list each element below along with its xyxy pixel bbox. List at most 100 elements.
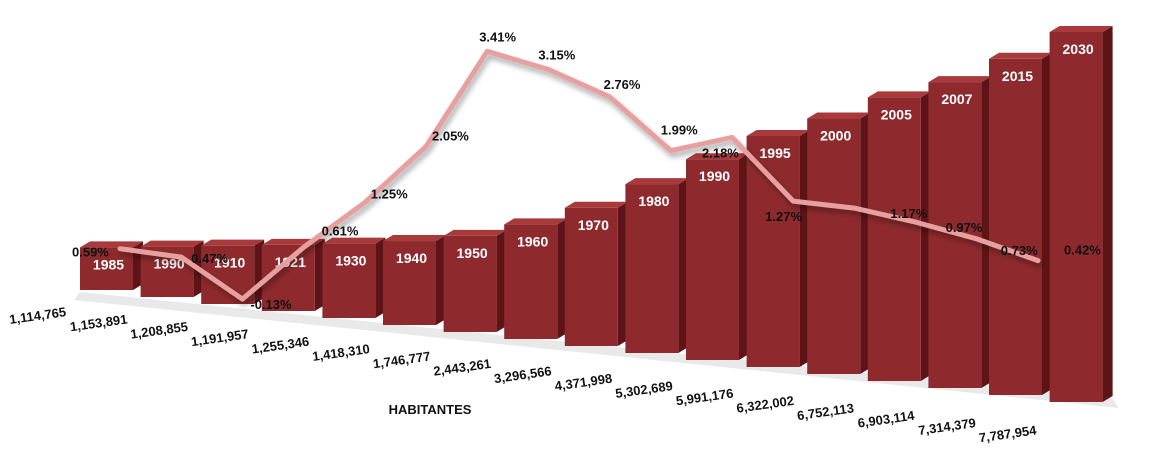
bar-side-face bbox=[739, 153, 749, 360]
bar-front-face bbox=[564, 207, 618, 346]
category-label: 5,302,689 bbox=[614, 378, 673, 401]
bar-year-label: 1950 bbox=[457, 245, 488, 261]
bar-front-face bbox=[80, 247, 133, 290]
bar-top-face bbox=[383, 235, 446, 242]
bar-top-face bbox=[989, 52, 1052, 59]
bar-2000: 2000 bbox=[807, 112, 871, 374]
bar-side-face bbox=[617, 201, 628, 346]
bar-2030: 2030 bbox=[1049, 26, 1113, 402]
bar-year-label: 1985 bbox=[93, 256, 124, 272]
growth-rate-label: 1.25% bbox=[371, 187, 408, 202]
bar-side-face bbox=[799, 130, 810, 367]
growth-rate-label: 0.59% bbox=[72, 245, 109, 260]
growth-line-group: 0.59% 0.47% -0.13% 0.61% 1.25% 2.05% 3.41% 3.15… bbox=[72, 29, 1101, 312]
category-label: 5,991,176 bbox=[675, 385, 734, 408]
growth-rate-label: 2.18% bbox=[702, 145, 739, 160]
bar-2005: 2005 bbox=[867, 91, 931, 382]
growth-rate-label: 0.73% bbox=[1001, 243, 1038, 258]
bar-1990: 1990 bbox=[686, 153, 749, 360]
bar-side-face bbox=[981, 76, 992, 388]
bar-year-label: 2015 bbox=[1002, 68, 1033, 84]
category-label: 6,752,113 bbox=[796, 400, 855, 423]
bar-1940: 1940 bbox=[383, 235, 446, 325]
bar-year-label: 1970 bbox=[578, 217, 609, 233]
bar-1995: 1995 bbox=[746, 130, 810, 367]
bar-year-label: 1930 bbox=[335, 253, 366, 269]
bar-front-face bbox=[807, 118, 861, 374]
bar-1930: 1930 bbox=[322, 237, 386, 318]
category-label: 1,153,891 bbox=[69, 311, 128, 334]
bar-side-face bbox=[436, 235, 446, 325]
bar-side-face bbox=[375, 237, 386, 318]
bars-group: 1985 1990 1910 1921 1930 1940 1950196019701980… bbox=[80, 26, 1113, 402]
bar-top-face bbox=[564, 201, 628, 208]
category-label: 7,787,954 bbox=[978, 422, 1038, 445]
bar-year-label: 1990 bbox=[154, 256, 185, 272]
growth-rate-label: 1.99% bbox=[661, 123, 698, 138]
bar-front-face bbox=[1049, 32, 1103, 402]
bar-year-label: 1990 bbox=[699, 168, 730, 184]
bar-1970: 1970 bbox=[564, 201, 628, 346]
bar-side-face bbox=[557, 218, 568, 339]
category-label: 6,903,114 bbox=[857, 408, 916, 431]
bar-side-face bbox=[860, 112, 871, 374]
growth-rate-label: 0.61% bbox=[322, 223, 359, 238]
bar-year-label: 2030 bbox=[1063, 41, 1094, 57]
bar-year-label: 1980 bbox=[638, 193, 669, 209]
bar-top-face bbox=[625, 178, 689, 185]
category-label: 1,418,310 bbox=[311, 341, 370, 364]
category-label: 2,443,261 bbox=[433, 356, 492, 379]
bar-side-face bbox=[678, 178, 689, 353]
growth-rate-label: 3.41% bbox=[479, 29, 516, 44]
bar-top-face bbox=[80, 241, 143, 248]
bar-front-face bbox=[867, 97, 921, 382]
bar-year-label: 1910 bbox=[214, 255, 245, 271]
x-axis-title: HABITANTES bbox=[389, 402, 472, 417]
bar-front-face bbox=[443, 235, 497, 332]
category-label: 1,746,777 bbox=[372, 348, 431, 371]
bar-front-face bbox=[746, 136, 800, 367]
bar-top-face bbox=[807, 112, 871, 119]
bar-side-face bbox=[1102, 26, 1113, 402]
bar-1950: 1950 bbox=[443, 229, 507, 332]
bar-top-face bbox=[928, 76, 992, 83]
bar-front-face bbox=[504, 224, 558, 339]
category-label: 3,296,566 bbox=[493, 363, 552, 386]
bar-side-face bbox=[314, 238, 325, 311]
bar-side-face bbox=[920, 91, 931, 382]
bar-2015: 2015 bbox=[989, 52, 1052, 395]
growth-rate-line bbox=[117, 48, 1041, 302]
bar-year-label: 1995 bbox=[760, 145, 791, 161]
growth-rate-label: 1.27% bbox=[765, 209, 802, 224]
growth-rate-label: 2.05% bbox=[432, 129, 469, 144]
bar-1980: 1980 bbox=[625, 178, 689, 353]
growth-rate-label: 0.47% bbox=[191, 251, 228, 266]
growth-rate-label: 0.42% bbox=[1064, 243, 1101, 258]
category-label: 1,208,855 bbox=[130, 319, 189, 342]
bar-2007: 2007 bbox=[928, 76, 992, 388]
bar-top-face bbox=[443, 229, 507, 236]
category-label: 1,255,346 bbox=[251, 334, 310, 357]
category-label: 6,322,002 bbox=[736, 393, 795, 416]
bar-top-face bbox=[140, 240, 204, 247]
category-label: 1,191,957 bbox=[190, 326, 249, 349]
bar-side-face bbox=[496, 229, 507, 332]
floor-plane bbox=[74, 292, 1119, 408]
category-label: 4,371,998 bbox=[554, 371, 613, 394]
bar-side-face bbox=[1042, 52, 1052, 395]
bar-top-face bbox=[686, 153, 749, 160]
growth-rate-label: 2.76% bbox=[604, 77, 641, 92]
bar-top-face bbox=[867, 91, 931, 98]
bar-top-face bbox=[322, 237, 386, 244]
bar-year-label: 2005 bbox=[881, 106, 912, 122]
bar-front-face bbox=[686, 159, 739, 360]
growth-rate-label: 0.97% bbox=[946, 220, 983, 235]
bar-top-face bbox=[1049, 26, 1113, 32]
category-label: 7,314,379 bbox=[917, 415, 976, 438]
bar-year-label: 2000 bbox=[820, 128, 851, 144]
bar-1960: 1960 bbox=[504, 218, 568, 339]
bar-year-label: 1940 bbox=[396, 250, 427, 266]
growth-rate-label: 1.17% bbox=[890, 206, 927, 221]
category-label: 1,114,765 bbox=[8, 304, 67, 327]
